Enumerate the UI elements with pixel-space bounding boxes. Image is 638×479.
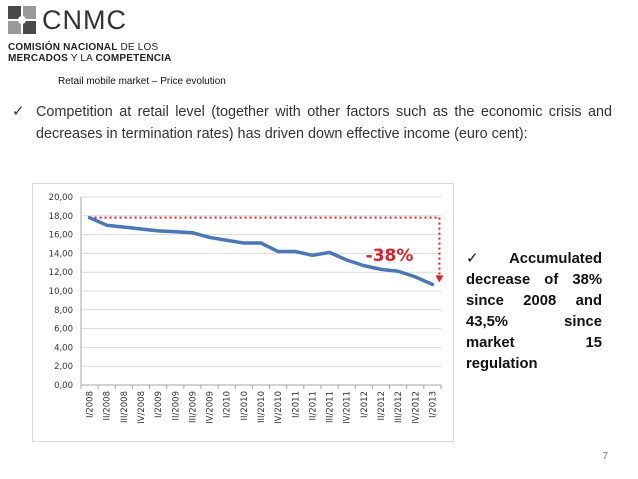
x-axis-ticks: I/2008 II/2008 III/2008 IV/2008 I/2009 II/200… — [86, 391, 439, 424]
series — [87, 215, 435, 287]
y-axis-ticks: 0,00 2,00 4,00 6,00 8,00 10,00 12,00 14,00 16,00… — [49, 193, 73, 391]
x-tick-label: II/2010 — [240, 391, 250, 421]
side-checkmark-icon: ✓ — [466, 251, 510, 267]
y-tick-label: 2,00 — [54, 362, 73, 372]
data-point — [190, 231, 195, 235]
data-point — [293, 249, 297, 254]
checkmark-icon: ✓ — [12, 103, 25, 120]
x-tick-label: IV/2008 — [137, 391, 147, 424]
x-tick-label: I/2009 — [154, 391, 164, 418]
x-tick-label: I/2010 — [223, 391, 233, 418]
y-tick-label: 4,00 — [54, 343, 73, 353]
x-tick-label: III/2010 — [257, 391, 267, 423]
data-point — [139, 227, 143, 231]
y-tick-label: 10,00 — [49, 287, 73, 297]
logo-mark: CNMC — [8, 6, 127, 34]
data-point — [276, 249, 280, 254]
x-tick-label: IV/2012 — [411, 391, 421, 424]
data-point — [207, 235, 212, 240]
y-tick-label: 14,00 — [49, 249, 73, 259]
data-point — [242, 241, 246, 245]
data-point — [345, 258, 349, 262]
x-tick-label: III/2012 — [394, 391, 404, 423]
y-tick-label: 8,00 — [54, 306, 73, 316]
x-tick-label: IV/2010 — [274, 391, 284, 424]
main-bullet: ✓ Competition at retail level (together … — [12, 101, 612, 145]
x-tick-label: I/2008 — [86, 391, 96, 418]
x-tick-label: II/2008 — [103, 391, 113, 421]
x-tick-label: II/2011 — [308, 391, 318, 421]
side-note-text: Accumulated decrease of 38% since 2008 a… — [466, 251, 602, 372]
x-tick-label: II/2012 — [377, 391, 387, 421]
logo-line-2: MERCADOS Y LA COMPETENCIA — [8, 53, 172, 64]
data-point — [327, 250, 332, 255]
x-tick-label: III/2008 — [120, 391, 130, 423]
y-tick-label: 16,00 — [49, 231, 73, 241]
side-note: ✓Accumulated decrease of 38% since 2008 … — [466, 249, 602, 375]
data-point — [379, 267, 383, 271]
y-tick-label: 12,00 — [49, 268, 73, 278]
data-point — [362, 264, 366, 268]
data-point — [396, 269, 400, 273]
data-point — [156, 229, 160, 233]
x-tick-label: III/2009 — [188, 391, 198, 423]
data-point — [259, 241, 263, 245]
bullet-text: Competition at retail level (together wi… — [36, 104, 612, 142]
data-point — [105, 223, 109, 227]
data-point — [225, 238, 229, 242]
gridlines — [81, 196, 441, 367]
y-tick-label: 0,00 — [54, 381, 73, 391]
y-tick-label: 6,00 — [54, 325, 73, 335]
line-chart-svg: 0,00 2,00 4,00 6,00 8,00 10,00 12,00 14,00 16,00… — [49, 193, 444, 424]
data-point — [122, 225, 126, 229]
cnmc-logo-icon — [8, 6, 36, 34]
data-point — [310, 253, 315, 257]
price-chart: 0,00 2,00 4,00 6,00 8,00 10,00 12,00 14,00 16,00… — [32, 183, 454, 442]
y-tick-label: 20,00 — [49, 193, 73, 203]
y-tick-label: 18,00 — [49, 212, 73, 222]
axes — [80, 197, 442, 389]
x-tick-label: I/2013 — [428, 391, 438, 418]
cnmc-logo: CNMC COMISIÓN NACIONAL DE LOS MERCADOS Y… — [8, 6, 172, 64]
arrow-head — [435, 275, 444, 283]
x-tick-label: II/2009 — [171, 391, 181, 421]
x-tick-label: IV/2009 — [206, 391, 216, 424]
slide-subtitle: Retail mobile market – Price evolution — [58, 76, 226, 87]
x-tick-label: III/2011 — [326, 391, 336, 423]
data-point — [173, 230, 177, 234]
page-number: 7 — [602, 451, 608, 462]
x-tick-label: I/2011 — [291, 391, 301, 418]
logo-line-1: COMISIÓN NACIONAL DE LOS — [8, 42, 159, 53]
data-point — [87, 216, 92, 220]
logo-word: CNMC — [42, 5, 127, 35]
x-tick-label: IV/2011 — [343, 391, 353, 424]
decrease-label: -38% — [366, 246, 414, 266]
reduction-annotation: -38% — [89, 216, 444, 283]
x-tick-label: I/2012 — [360, 391, 370, 418]
data-point — [430, 282, 435, 287]
data-point — [413, 275, 417, 279]
